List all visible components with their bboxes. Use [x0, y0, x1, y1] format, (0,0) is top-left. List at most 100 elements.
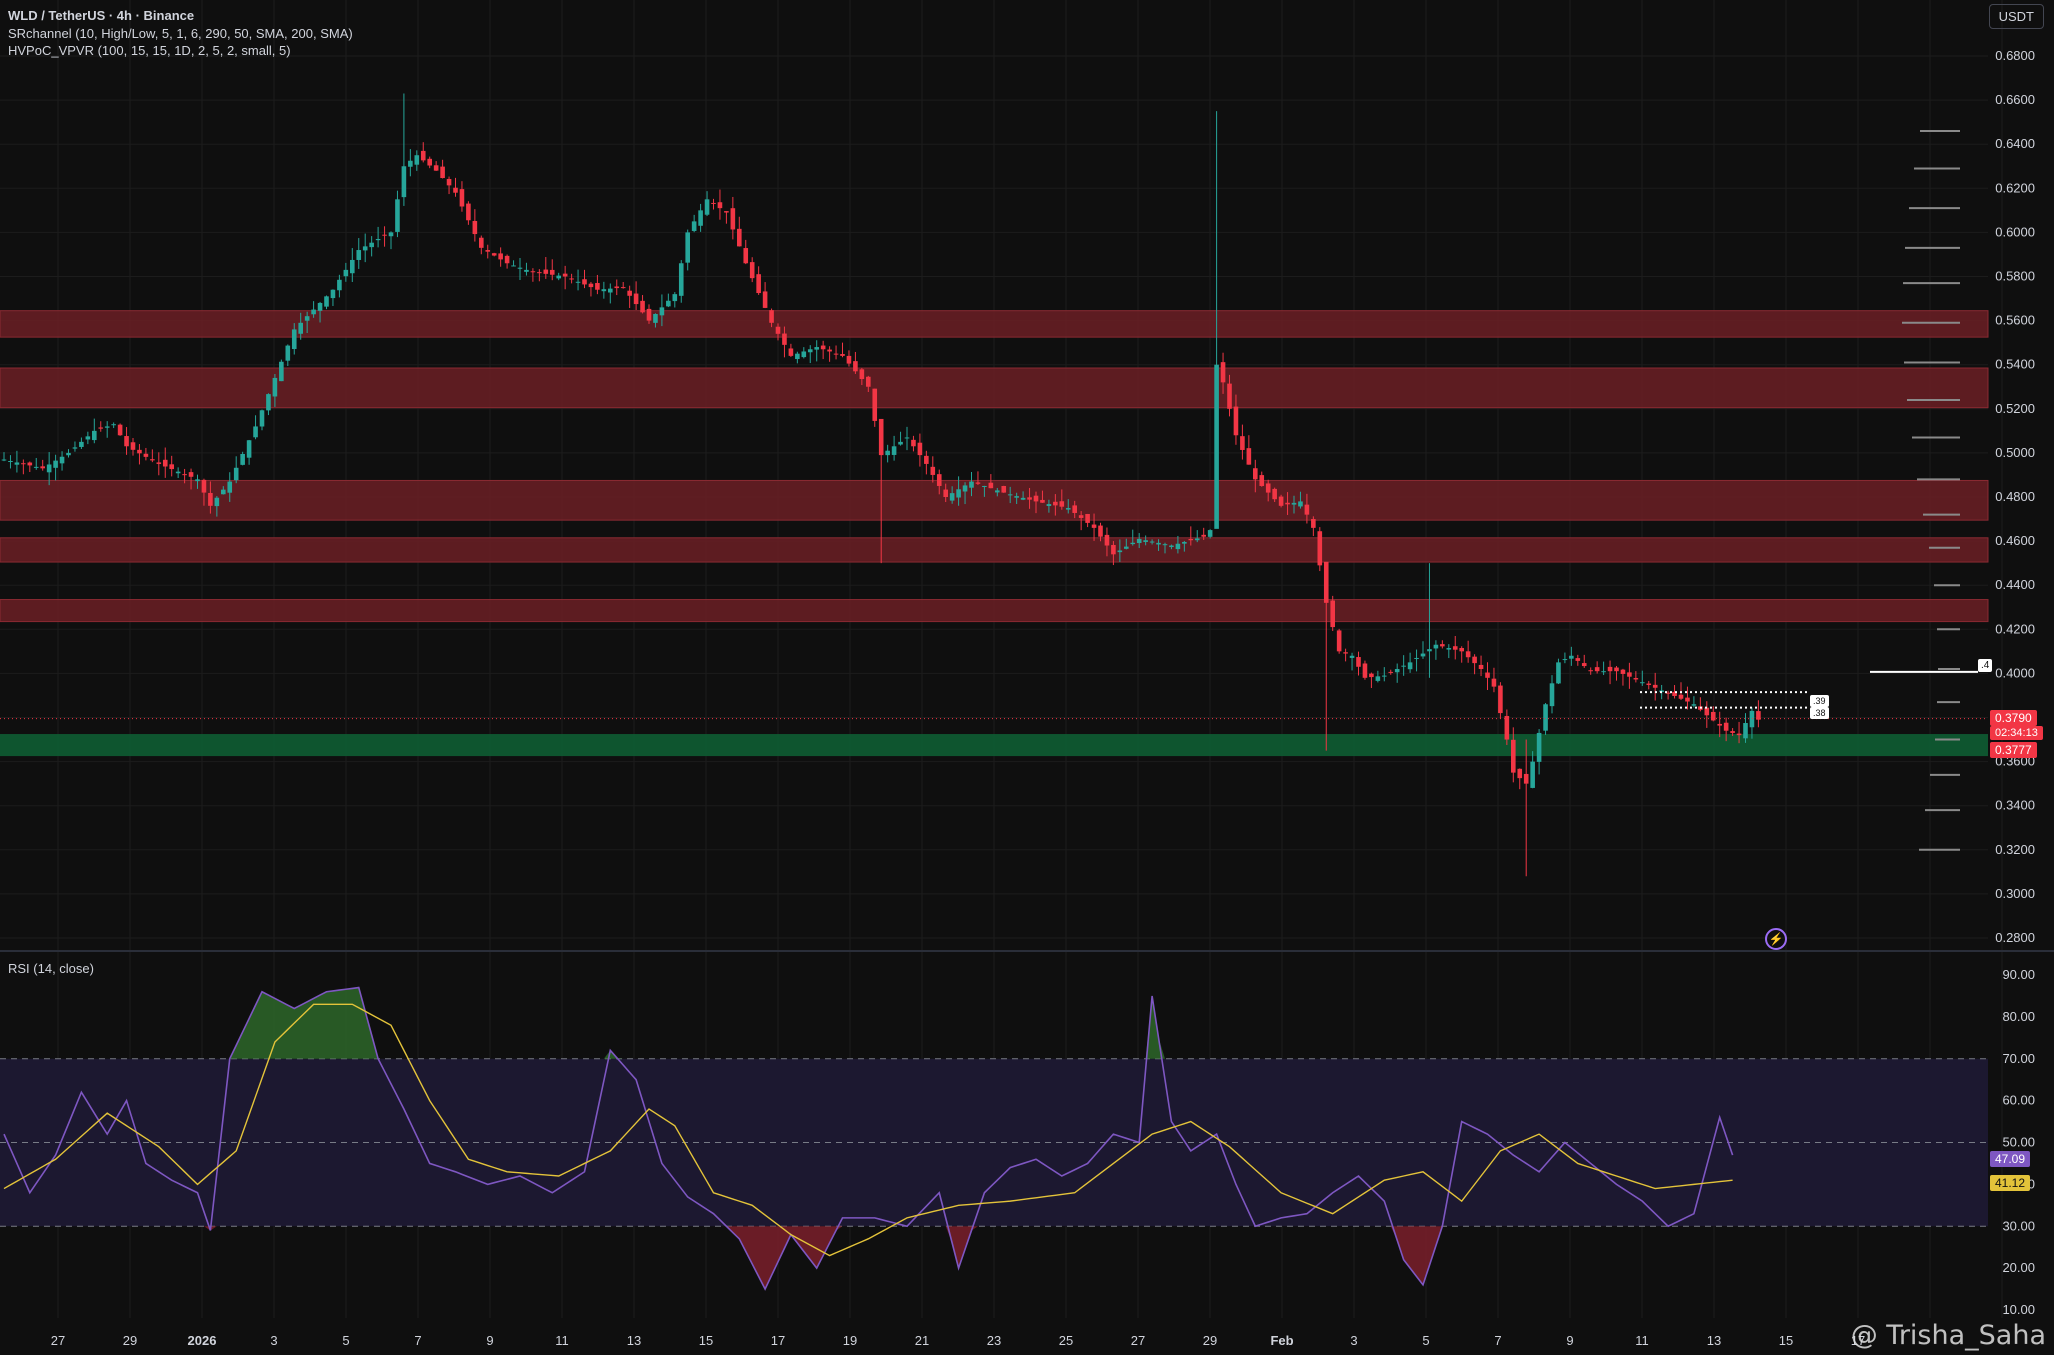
candle-body: [1685, 697, 1690, 702]
candle-body: [240, 454, 245, 465]
price-axis-tick: 0.6600: [1995, 92, 2035, 107]
candle-body: [1253, 468, 1258, 480]
candle-body: [1569, 655, 1574, 659]
alert-bolt-icon[interactable]: ⚡: [1765, 928, 1787, 950]
candle-body: [866, 376, 871, 387]
candle-body: [92, 430, 97, 441]
candle-body: [1311, 519, 1316, 528]
srchannel-legend[interactable]: SRchannel (10, High/Low, 5, 1, 6, 290, 5…: [8, 26, 353, 41]
candle-body: [169, 464, 174, 470]
candle-body: [1556, 662, 1561, 684]
candle-body: [1362, 663, 1368, 678]
candle-body: [156, 462, 162, 464]
candle-body: [1285, 502, 1290, 505]
time-axis-tick: 9: [486, 1333, 493, 1348]
rsi-ma-value-tag: 41.12: [1990, 1175, 2031, 1191]
time-axis-tick: 15: [1779, 1333, 1793, 1348]
candle-body: [1117, 550, 1123, 553]
candle-body: [717, 202, 723, 209]
candle-body: [427, 158, 432, 166]
candle-body: [362, 246, 368, 251]
candle-body: [698, 210, 703, 226]
candle-body: [46, 464, 52, 473]
candle-body: [1265, 483, 1271, 493]
candle-body: [130, 442, 136, 450]
support-zone: [0, 734, 1988, 757]
rsi-legend[interactable]: RSI (14, close): [8, 961, 94, 976]
last-price-tag: 0.3790: [1990, 710, 2037, 726]
candle-body: [40, 466, 45, 469]
time-axis-tick: 7: [414, 1333, 421, 1348]
candle-body: [1581, 663, 1587, 667]
rsi-axis-tick: 20.00: [2002, 1260, 2035, 1275]
candle-body: [124, 436, 129, 447]
candle-body: [569, 278, 574, 280]
candle-body: [1433, 644, 1439, 649]
currency-button[interactable]: USDT: [1988, 4, 2044, 29]
candle-body: [1369, 673, 1374, 678]
candle-body: [98, 427, 104, 429]
candle-body: [801, 351, 807, 358]
candle-body: [1717, 723, 1722, 726]
candle-body: [375, 239, 381, 241]
candle-body: [182, 474, 187, 476]
candle-body: [246, 440, 252, 458]
candle-body: [788, 348, 794, 356]
candle-body: [491, 253, 497, 256]
candle-body: [27, 462, 33, 466]
candle-body: [756, 274, 761, 294]
candle-body: [14, 462, 20, 465]
candle-body: [1278, 496, 1284, 506]
candle-body: [556, 275, 561, 279]
candle-body: [1214, 364, 1219, 529]
candle-body: [1220, 362, 1226, 383]
price-axis-tick: 0.5200: [1995, 401, 2035, 416]
candle-body: [1633, 678, 1639, 680]
candle-body: [1736, 733, 1742, 736]
time-axis-tick: 25: [1059, 1333, 1073, 1348]
candles: [1, 93, 1761, 877]
candle-body: [1143, 540, 1148, 542]
candle-body: [59, 456, 65, 464]
candle-body: [1375, 676, 1381, 681]
candle-body: [711, 202, 716, 204]
candle-body: [1169, 545, 1174, 548]
candle-body: [1536, 732, 1542, 762]
candle-body: [956, 489, 961, 498]
price-axis-tick: 0.3400: [1995, 798, 2035, 813]
price-axis-tick: 0.4000: [1995, 665, 2035, 680]
time-axis-tick: 7: [1494, 1333, 1501, 1348]
candle-body: [1130, 542, 1136, 545]
candle-body: [150, 459, 155, 461]
rsi-overbought-fill: [4, 987, 1733, 1059]
candle-body: [1440, 644, 1445, 647]
candle-body: [762, 291, 768, 308]
candle-body: [8, 460, 13, 462]
candle-body: [1317, 531, 1323, 566]
candle-body: [1091, 524, 1097, 528]
candle-body: [743, 248, 749, 264]
candle-body: [1672, 691, 1677, 697]
candle-body: [1233, 406, 1239, 436]
candle-body: [227, 481, 233, 493]
candle-body: [414, 155, 420, 165]
hvpoc-legend[interactable]: HVPoC_VPVR (100, 15, 15, 1D, 2, 5, 2, sm…: [8, 43, 291, 58]
candle-body: [1530, 761, 1535, 788]
candle-body: [1665, 692, 1671, 694]
rsi-value-tag: 47.09: [1990, 1151, 2031, 1167]
rsi-axis-tick: 50.00: [2002, 1135, 2035, 1150]
candle-body: [1298, 501, 1303, 507]
candle-body: [162, 459, 168, 467]
price-axis-tick: 0.4400: [1995, 577, 2035, 592]
candle-body: [1240, 436, 1245, 450]
candle-body: [898, 441, 903, 445]
time-axis-tick: 27: [1131, 1333, 1145, 1348]
candle-body: [1188, 538, 1194, 541]
candle-body: [1452, 646, 1458, 650]
poc-label-a: .4: [1978, 659, 1993, 672]
rsi-axis-tick: 70.00: [2002, 1051, 2035, 1066]
candle-body: [595, 283, 600, 290]
candle-body: [1749, 710, 1755, 728]
candle-body: [975, 482, 981, 484]
